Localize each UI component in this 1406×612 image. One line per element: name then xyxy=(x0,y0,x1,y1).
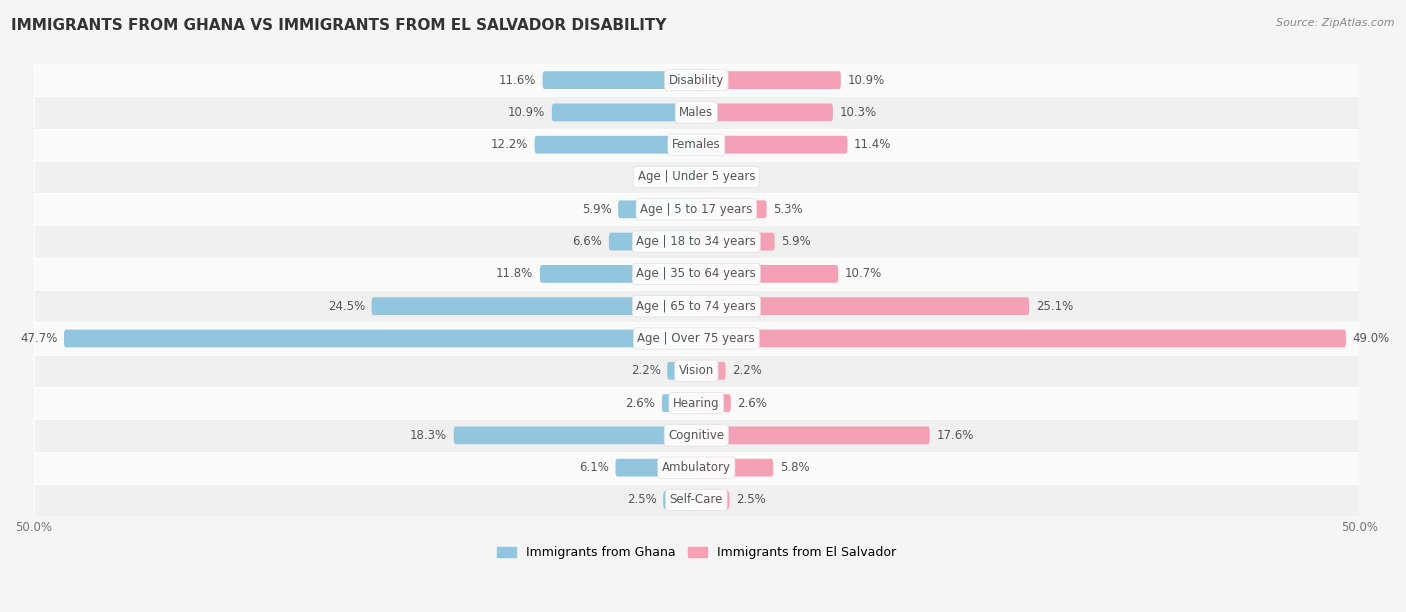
FancyBboxPatch shape xyxy=(34,129,1360,161)
Text: Age | 65 to 74 years: Age | 65 to 74 years xyxy=(637,300,756,313)
FancyBboxPatch shape xyxy=(696,459,773,477)
FancyBboxPatch shape xyxy=(662,394,696,412)
Text: 18.3%: 18.3% xyxy=(411,429,447,442)
FancyBboxPatch shape xyxy=(34,419,1360,452)
FancyBboxPatch shape xyxy=(696,200,766,218)
FancyBboxPatch shape xyxy=(34,64,1360,96)
Text: 10.7%: 10.7% xyxy=(845,267,882,280)
FancyBboxPatch shape xyxy=(619,200,696,218)
Text: Age | 5 to 17 years: Age | 5 to 17 years xyxy=(640,203,752,216)
Text: 2.2%: 2.2% xyxy=(733,364,762,377)
FancyBboxPatch shape xyxy=(543,71,696,89)
Text: 10.9%: 10.9% xyxy=(508,106,546,119)
FancyBboxPatch shape xyxy=(454,427,696,444)
FancyBboxPatch shape xyxy=(609,233,696,250)
Text: 47.7%: 47.7% xyxy=(20,332,58,345)
FancyBboxPatch shape xyxy=(34,452,1360,484)
FancyBboxPatch shape xyxy=(664,491,696,509)
Text: 5.9%: 5.9% xyxy=(582,203,612,216)
Text: 2.5%: 2.5% xyxy=(627,493,657,507)
FancyBboxPatch shape xyxy=(696,103,832,121)
FancyBboxPatch shape xyxy=(34,484,1360,516)
Text: Disability: Disability xyxy=(669,73,724,87)
Text: 1.1%: 1.1% xyxy=(717,171,748,184)
FancyBboxPatch shape xyxy=(696,394,731,412)
Text: 2.5%: 2.5% xyxy=(737,493,766,507)
Text: 6.1%: 6.1% xyxy=(579,461,609,474)
Text: 11.4%: 11.4% xyxy=(853,138,891,151)
Text: Self-Care: Self-Care xyxy=(669,493,723,507)
FancyBboxPatch shape xyxy=(696,265,838,283)
FancyBboxPatch shape xyxy=(34,193,1360,225)
Text: 24.5%: 24.5% xyxy=(328,300,366,313)
Text: Age | Over 75 years: Age | Over 75 years xyxy=(637,332,755,345)
Text: 2.6%: 2.6% xyxy=(737,397,768,409)
Text: 10.3%: 10.3% xyxy=(839,106,877,119)
Text: 5.3%: 5.3% xyxy=(773,203,803,216)
FancyBboxPatch shape xyxy=(34,96,1360,129)
Text: 5.8%: 5.8% xyxy=(780,461,810,474)
FancyBboxPatch shape xyxy=(34,161,1360,193)
FancyBboxPatch shape xyxy=(696,136,848,154)
Text: 2.6%: 2.6% xyxy=(626,397,655,409)
FancyBboxPatch shape xyxy=(65,330,696,348)
FancyBboxPatch shape xyxy=(616,459,696,477)
FancyBboxPatch shape xyxy=(34,258,1360,290)
Text: Age | 18 to 34 years: Age | 18 to 34 years xyxy=(637,235,756,248)
FancyBboxPatch shape xyxy=(696,233,775,250)
FancyBboxPatch shape xyxy=(681,168,696,186)
FancyBboxPatch shape xyxy=(696,491,730,509)
Text: Source: ZipAtlas.com: Source: ZipAtlas.com xyxy=(1277,18,1395,28)
FancyBboxPatch shape xyxy=(34,225,1360,258)
FancyBboxPatch shape xyxy=(696,297,1029,315)
FancyBboxPatch shape xyxy=(34,354,1360,387)
Text: 10.9%: 10.9% xyxy=(848,73,884,87)
FancyBboxPatch shape xyxy=(696,427,929,444)
FancyBboxPatch shape xyxy=(34,323,1360,354)
Text: IMMIGRANTS FROM GHANA VS IMMIGRANTS FROM EL SALVADOR DISABILITY: IMMIGRANTS FROM GHANA VS IMMIGRANTS FROM… xyxy=(11,18,666,34)
Text: 1.2%: 1.2% xyxy=(644,171,673,184)
Text: Ambulatory: Ambulatory xyxy=(662,461,731,474)
FancyBboxPatch shape xyxy=(696,330,1346,348)
Legend: Immigrants from Ghana, Immigrants from El Salvador: Immigrants from Ghana, Immigrants from E… xyxy=(492,541,901,564)
FancyBboxPatch shape xyxy=(696,71,841,89)
Text: 5.9%: 5.9% xyxy=(782,235,811,248)
Text: 25.1%: 25.1% xyxy=(1036,300,1073,313)
Text: Males: Males xyxy=(679,106,713,119)
FancyBboxPatch shape xyxy=(696,168,711,186)
Text: Vision: Vision xyxy=(679,364,714,377)
Text: 6.6%: 6.6% xyxy=(572,235,602,248)
Text: 17.6%: 17.6% xyxy=(936,429,974,442)
FancyBboxPatch shape xyxy=(371,297,696,315)
FancyBboxPatch shape xyxy=(668,362,696,379)
Text: 11.6%: 11.6% xyxy=(499,73,536,87)
FancyBboxPatch shape xyxy=(34,387,1360,419)
FancyBboxPatch shape xyxy=(696,362,725,379)
Text: 12.2%: 12.2% xyxy=(491,138,529,151)
Text: 49.0%: 49.0% xyxy=(1353,332,1389,345)
Text: 2.2%: 2.2% xyxy=(631,364,661,377)
FancyBboxPatch shape xyxy=(551,103,696,121)
Text: Age | 35 to 64 years: Age | 35 to 64 years xyxy=(637,267,756,280)
Text: Age | Under 5 years: Age | Under 5 years xyxy=(637,171,755,184)
FancyBboxPatch shape xyxy=(34,290,1360,323)
FancyBboxPatch shape xyxy=(540,265,696,283)
Text: Females: Females xyxy=(672,138,721,151)
Text: 11.8%: 11.8% xyxy=(496,267,533,280)
Text: Cognitive: Cognitive xyxy=(668,429,724,442)
Text: Hearing: Hearing xyxy=(673,397,720,409)
FancyBboxPatch shape xyxy=(534,136,696,154)
